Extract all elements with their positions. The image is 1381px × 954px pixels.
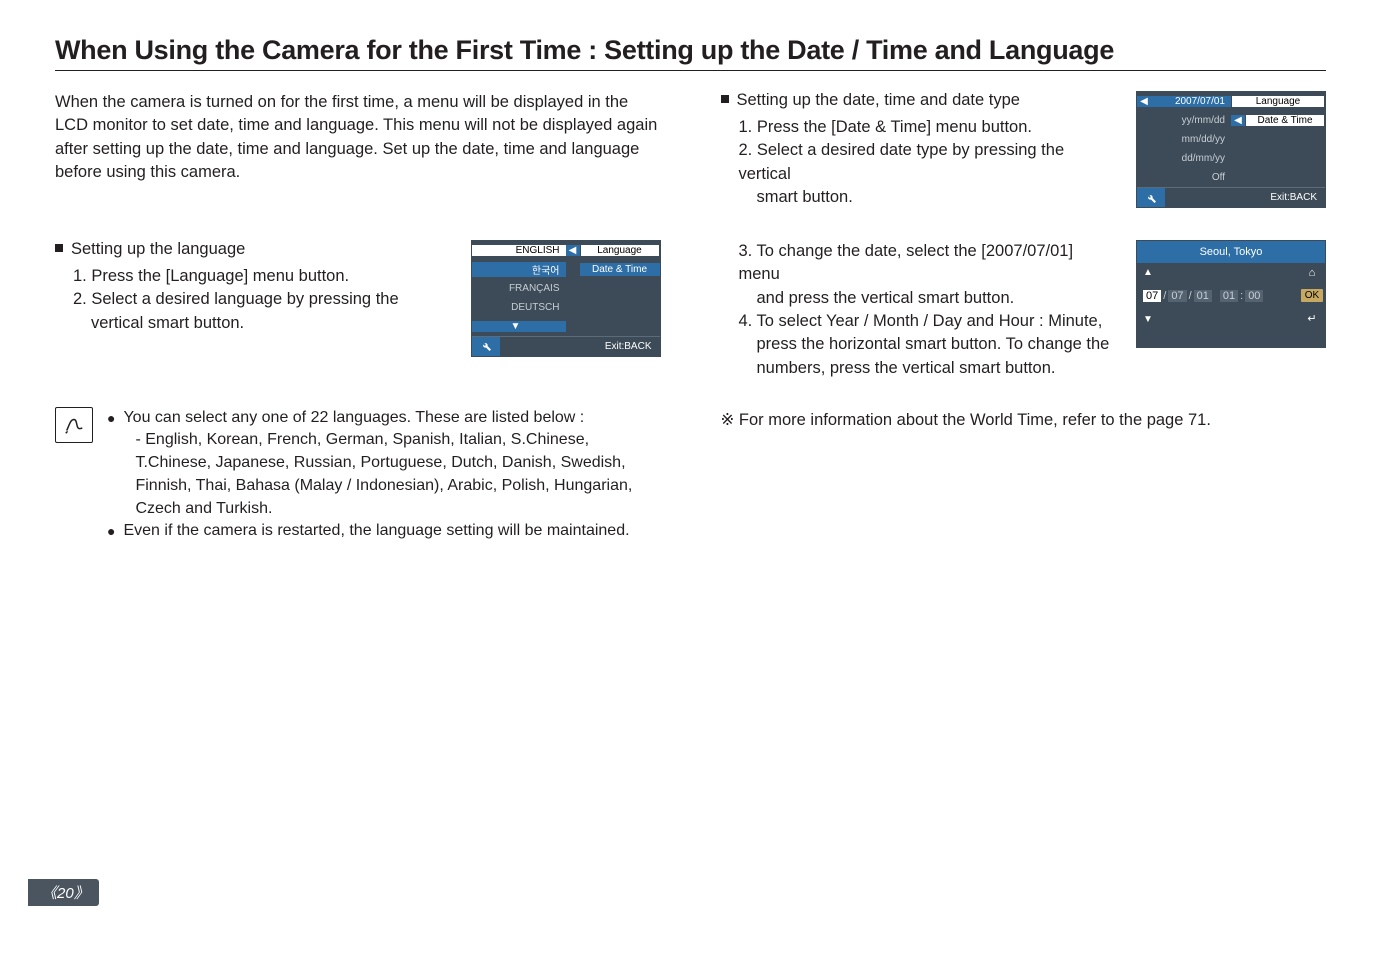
datetype-menu-screenshot: ◀ 2007/07/01 Language yy/mm/dd ◀ Date & … (1136, 91, 1326, 208)
exit-label: Exit:BACK (500, 337, 660, 356)
note-line-2: Even if the camera is restarted, the lan… (123, 520, 629, 543)
year-field: 07 (1143, 290, 1161, 302)
note-icon (55, 407, 93, 443)
menu-item: dd/mm/yy (1137, 153, 1231, 164)
date-step-3: 3. To change the date, select the [2007/… (739, 240, 1117, 287)
exit-label: Exit:BACK (1165, 188, 1325, 207)
menu-item: FRANÇAIS (472, 283, 566, 294)
menu-item: 한국어 (472, 262, 566, 277)
left-arrow-icon: ◀ (566, 245, 580, 256)
date-step-4c: numbers, press the vertical smart button… (739, 357, 1117, 380)
wrench-icon (472, 337, 500, 356)
date-step-1: 1. Press the [Date & Time] menu button. (739, 116, 1117, 139)
info-note: ● You can select any one of 22 languages… (55, 407, 661, 543)
menu-right: Language (580, 244, 660, 257)
down-arrow-icon: ▼ (1143, 314, 1293, 325)
date-editor-title: Seoul, Tokyo (1137, 241, 1325, 263)
menu-item: mm/dd/yy (1137, 134, 1231, 145)
date-heading: Setting up the date, time and date type (721, 91, 1117, 110)
reference-note: ※ For more information about the World T… (721, 410, 1327, 430)
minute-field: 00 (1245, 290, 1263, 302)
note-line-1-sub: - English, Korean, French, German, Spani… (123, 429, 660, 520)
left-arrow-icon: ◀ (1231, 115, 1245, 126)
menu-right: Language (1231, 95, 1325, 108)
date-heading-text: Setting up the date, time and date type (737, 91, 1020, 109)
page-number: 《20》 (28, 879, 99, 906)
date-step-2b: smart button. (739, 186, 1117, 209)
page-number-value: 20 (57, 885, 74, 902)
intro-paragraph: When the camera is turned on for the fir… (55, 91, 661, 185)
title-rule (55, 70, 1326, 71)
date-editor-screenshot: Seoul, Tokyo ▲ 07/ 07/ 01 01: 00 (1136, 240, 1326, 348)
menu-item: Off (1137, 172, 1231, 183)
date-fields: 07/ 07/ 01 01: 00 (1143, 290, 1293, 302)
lang-step-2b: vertical smart button. (73, 312, 451, 335)
lang-heading-text: Setting up the language (71, 240, 245, 258)
date-step-4: 4. To select Year / Month / Day and Hour… (739, 310, 1117, 333)
lang-heading: Setting up the language (55, 240, 451, 259)
reference-text: For more information about the World Tim… (739, 411, 1211, 429)
left-arrow-icon: ◀ (1137, 96, 1151, 107)
language-menu-screenshot: ENGLISH ◀ Language 한국어 Date & Time FRANÇ… (471, 240, 661, 357)
ok-label: OK (1301, 289, 1323, 302)
menu-item: ENGLISH (472, 245, 566, 256)
menu-item: 2007/07/01 (1151, 96, 1231, 107)
hour-field: 01 (1220, 290, 1238, 302)
lang-step-2: 2. Select a desired language by pressing… (73, 288, 451, 311)
return-icon: ↵ (1307, 312, 1316, 325)
day-field: 01 (1194, 290, 1212, 302)
date-step-3b: and press the vertical smart button. (739, 287, 1117, 310)
down-arrow-icon: ▼ (472, 321, 566, 332)
wrench-icon (1137, 188, 1165, 207)
note-line-1: You can select any one of 22 languages. … (123, 409, 584, 426)
month-field: 07 (1168, 290, 1186, 302)
menu-item: DEUTSCH (472, 302, 566, 313)
home-icon: ⌂ (1309, 267, 1316, 279)
date-step-2: 2. Select a desired date type by pressin… (739, 139, 1117, 186)
date-step-4b: press the horizontal smart button. To ch… (739, 333, 1117, 356)
lang-step-1: 1. Press the [Language] menu button. (73, 265, 451, 288)
page-title: When Using the Camera for the First Time… (55, 35, 1326, 66)
up-arrow-icon: ▲ (1143, 267, 1293, 278)
menu-right: Date & Time (580, 263, 660, 276)
menu-item: yy/mm/dd (1137, 115, 1231, 126)
menu-right: Date & Time (1245, 114, 1325, 127)
